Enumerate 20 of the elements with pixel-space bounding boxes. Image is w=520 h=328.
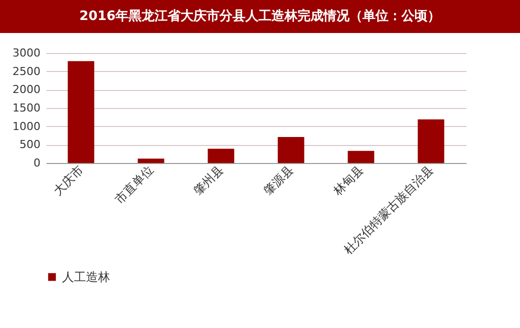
bar [138, 158, 164, 163]
y-tick-label: 2500 [12, 64, 40, 78]
y-tick-label: 2000 [12, 83, 40, 96]
y-tick-label: 0 [34, 156, 40, 170]
x-tick-label: 肇源县 [260, 162, 296, 198]
legend-label: 人工造林 [62, 270, 110, 284]
bar [68, 61, 94, 163]
x-tick-label: 肇州县 [190, 162, 226, 198]
y-tick-label: 1000 [12, 120, 40, 133]
x-tick-label: 市直单位 [112, 162, 156, 206]
x-tick-label: 林甸县 [330, 162, 366, 199]
bar [348, 150, 374, 163]
chart-title: 2016年黑龙江省大庆市分县人工造林完成情况（单位：公顷） [0, 0, 520, 33]
y-tick-label: 1500 [12, 102, 40, 114]
y-tick-label: 3000 [12, 46, 40, 60]
bar [208, 148, 234, 163]
y-tick-label: 500 [20, 138, 40, 152]
bar [278, 136, 304, 163]
bar [418, 119, 444, 163]
x-tick-label: 大庆市 [50, 162, 86, 198]
